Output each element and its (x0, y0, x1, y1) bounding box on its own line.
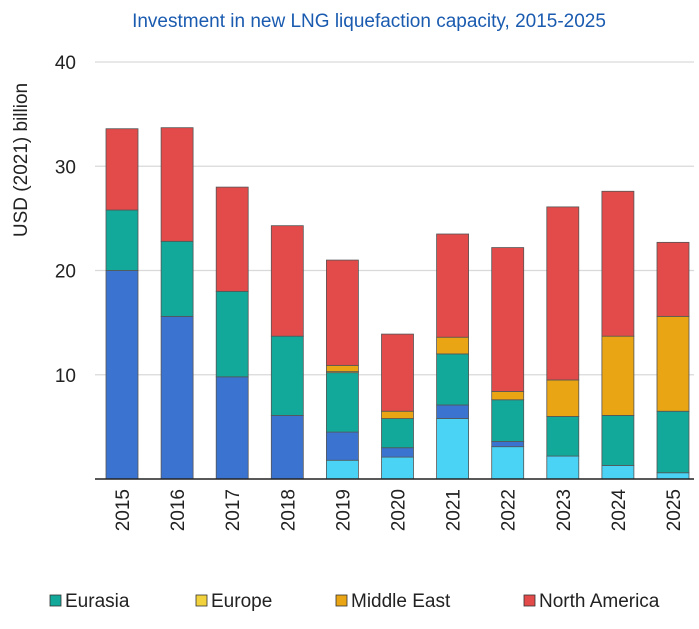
bar-segment-middle-east (436, 336, 470, 355)
y-tick-label: 30 (55, 157, 76, 178)
bar-segment-middle-east (325, 364, 359, 373)
bar-group-2023 (546, 206, 580, 480)
bar-segment-series-0 (436, 418, 470, 480)
bar-segment-series-0 (325, 459, 359, 480)
y-tick-label: 10 (55, 366, 76, 387)
legend-label: North America (539, 591, 660, 612)
bar-group-2022 (491, 247, 525, 480)
bar-segment-north-america (325, 259, 359, 366)
bar-group-2025 (656, 241, 690, 480)
bar-segment-eurasia (546, 416, 580, 457)
legend-label: Europe (211, 591, 272, 612)
x-tick-label: 2022 (499, 489, 520, 531)
bar-segment-series-1 (105, 270, 139, 480)
bar-segment-north-america (381, 333, 414, 412)
bar-group-2020 (381, 333, 414, 480)
bar-segment-middle-east (381, 410, 414, 419)
x-tick-label: 2023 (554, 489, 575, 531)
legend-swatch (335, 594, 348, 607)
bar-segment-eurasia (436, 353, 470, 406)
y-tick-label: 20 (55, 262, 76, 283)
bar-segment-series-0 (546, 455, 580, 480)
bar-group-2018 (270, 225, 304, 480)
bar-segment-series-1 (491, 441, 525, 448)
bar-segment-eurasia (325, 372, 359, 433)
legend-swatch (523, 594, 536, 607)
bar-segment-series-0 (656, 472, 690, 480)
bar-segment-series-1 (325, 431, 359, 461)
x-tick-label: 2024 (609, 489, 630, 532)
bar-segment-north-america (656, 241, 690, 317)
x-tick-label: 2021 (444, 489, 465, 531)
bar-segment-north-america (160, 127, 194, 242)
bar-group-2024 (601, 190, 635, 480)
x-tick-label: 2019 (333, 489, 354, 531)
x-tick-label: 2020 (389, 489, 410, 531)
bars (105, 127, 690, 480)
bar-segment-eurasia (270, 335, 304, 416)
x-tick-label: 2015 (113, 489, 134, 531)
bar-segment-eurasia (160, 240, 194, 317)
bar-segment-series-1 (160, 315, 194, 480)
legend-item-middle-east: Middle East (335, 591, 451, 612)
bar-segment-eurasia (601, 415, 635, 466)
bar-segment-eurasia (491, 399, 525, 442)
bar-segment-series-0 (491, 446, 525, 480)
bar-group-2015 (105, 128, 139, 480)
bar-segment-north-america (436, 233, 470, 338)
bar-segment-series-1 (215, 376, 249, 480)
bar-segment-middle-east (546, 379, 580, 417)
bar-segment-series-1 (381, 447, 414, 458)
bar-segment-middle-east (601, 335, 635, 416)
y-axis-label: USD (2021) billion (11, 83, 32, 237)
bar-segment-middle-east (491, 391, 525, 401)
legend-item-eurasia: Eurasia (49, 591, 130, 612)
bar-segment-north-america (105, 128, 139, 211)
legend-swatch (49, 594, 62, 607)
x-tick-label: 2018 (278, 489, 299, 531)
legend-label: Eurasia (65, 591, 130, 612)
bar-segment-middle-east (656, 315, 690, 412)
y-tick-label: 40 (55, 53, 76, 74)
axes: 10 20 30 40 2015 2016 2017 2018 2019 2020 2021 2022… (55, 53, 694, 531)
bar-segment-north-america (215, 186, 249, 292)
legend-item-north-america: North America (523, 591, 660, 612)
x-tick-label: 2025 (664, 489, 685, 531)
bar-segment-north-america (270, 225, 304, 337)
bar-group-2019 (325, 259, 359, 480)
x-tick-label: 2016 (168, 489, 189, 531)
bar-segment-eurasia (656, 410, 690, 474)
bar-segment-north-america (546, 206, 580, 381)
bar-segment-series-1 (270, 415, 304, 480)
bar-segment-series-0 (601, 465, 635, 480)
bar-segment-north-america (491, 247, 525, 392)
chart-title: Investment in new LNG liquefaction capac… (132, 11, 606, 32)
legend-item-europe: Europe (195, 591, 272, 612)
x-tick-label: 2017 (223, 489, 244, 531)
bar-segment-eurasia (215, 290, 249, 378)
legend: Eurasia Europe Middle East North America (49, 591, 660, 612)
legend-label: Middle East (351, 591, 451, 612)
bar-group-2017 (215, 186, 249, 480)
bar-segment-series-1 (436, 404, 470, 419)
bar-segment-north-america (601, 190, 635, 337)
bar-segment-eurasia (105, 209, 139, 271)
bar-segment-series-0 (381, 456, 414, 480)
bar-group-2016 (160, 127, 194, 480)
legend-swatch (195, 594, 208, 607)
bar-segment-eurasia (381, 418, 414, 449)
bar-group-2021 (436, 233, 470, 480)
